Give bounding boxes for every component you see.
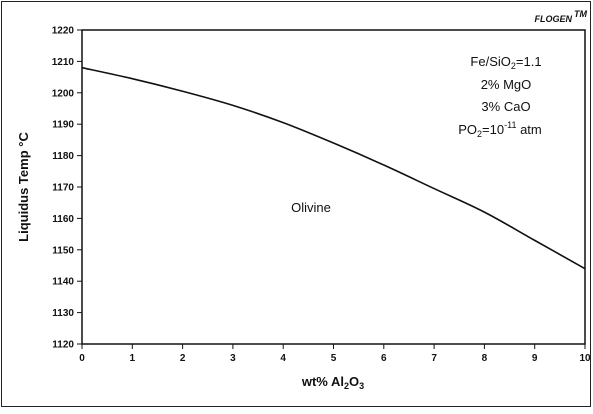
- annotation-olivine-phase: Olivine: [291, 200, 331, 215]
- x-tick-label: 0: [79, 353, 85, 364]
- liquidus-curve-line: [81, 66, 586, 270]
- annotation-po2-b: =10: [482, 122, 504, 137]
- x-tick-label: 5: [331, 353, 337, 364]
- annotation-po2-c: atm: [516, 122, 541, 137]
- y-tick-label: 1160: [52, 214, 74, 225]
- y-tick-label: 1190: [52, 120, 74, 131]
- annotation-cao: 3% CaO: [481, 99, 530, 114]
- y-tick-label: 1170: [52, 183, 74, 194]
- x-tick-label: 3: [230, 353, 236, 364]
- series-group: [81, 66, 586, 270]
- x-tick-label: 10: [579, 353, 591, 364]
- x-tick-label: 6: [381, 353, 387, 364]
- annotation-po2: PO2=10-11 atm: [458, 120, 542, 139]
- annotation-po2-a: PO: [458, 122, 477, 137]
- x-tick-label: 7: [431, 353, 437, 364]
- x-axis-title-mid: O: [349, 374, 359, 389]
- annotation-fe-sio2-ratio: Fe/SiO2=1.1: [470, 54, 541, 71]
- x-tick-label: 9: [532, 353, 538, 364]
- x-tick-label: 2: [180, 353, 186, 364]
- y-axis-ticks: 1120 1130 1140 1150 1160 1170 1180 1190 1200 1210…: [52, 26, 82, 351]
- annotation-ratio-sub: 2: [511, 61, 516, 71]
- annotation-po2-sup: -11: [504, 120, 516, 130]
- y-tick-label: 1180: [52, 151, 74, 162]
- annotation-ratio-a: Fe/SiO: [470, 54, 510, 69]
- y-tick-label: 1130: [52, 308, 74, 319]
- y-tick-label: 1120: [52, 340, 74, 351]
- y-tick-label: 1220: [52, 26, 75, 37]
- brand-logo: FLOGEN: [535, 14, 573, 24]
- x-axis-title-sub1: 2: [344, 381, 349, 391]
- x-axis-title-sub2: 3: [359, 381, 364, 391]
- y-tick-label: 1210: [52, 57, 75, 68]
- annotation-ratio-b: =1.1: [516, 54, 542, 69]
- y-tick-label: 1200: [52, 88, 75, 99]
- plot-area: [81, 29, 586, 345]
- y-tick-label: 1140: [52, 277, 74, 288]
- x-tick-label: 4: [280, 353, 286, 364]
- annotation-mgo: 2% MgO: [481, 77, 532, 92]
- x-axis-title-prefix: wt% Al: [301, 374, 344, 389]
- brand-trademark: TM: [574, 9, 587, 19]
- annotation-po2-sub: 2: [477, 129, 482, 139]
- x-tick-label: 1: [130, 353, 136, 364]
- y-tick-label: 1150: [52, 245, 74, 256]
- x-tick-label: 8: [482, 353, 488, 364]
- y-axis-title: Liquidus Temp °C: [16, 132, 31, 242]
- x-axis-title: wt% Al2O3: [301, 374, 364, 391]
- x-axis-ticks: 0 1 2 3 4 5 6 7 8 9 10: [79, 344, 591, 364]
